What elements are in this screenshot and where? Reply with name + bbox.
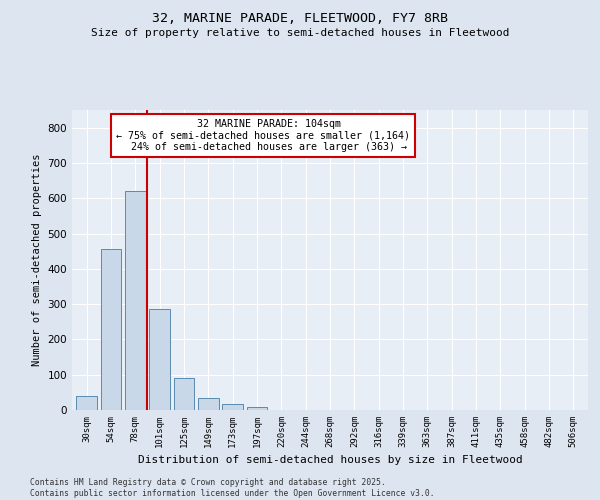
Bar: [76, 396, 97, 410]
Text: 32, MARINE PARADE, FLEETWOOD, FY7 8RB: 32, MARINE PARADE, FLEETWOOD, FY7 8RB: [152, 12, 448, 26]
Text: Contains HM Land Registry data © Crown copyright and database right 2025.
Contai: Contains HM Land Registry data © Crown c…: [30, 478, 434, 498]
X-axis label: Distribution of semi-detached houses by size in Fleetwood: Distribution of semi-detached houses by …: [137, 456, 523, 466]
Y-axis label: Number of semi-detached properties: Number of semi-detached properties: [32, 154, 42, 366]
Text: 32 MARINE PARADE: 104sqm
← 75% of semi-detached houses are smaller (1,164)
  24%: 32 MARINE PARADE: 104sqm ← 75% of semi-d…: [116, 119, 410, 152]
Bar: [222, 404, 243, 410]
Text: Size of property relative to semi-detached houses in Fleetwood: Size of property relative to semi-detach…: [91, 28, 509, 38]
Bar: [149, 310, 170, 410]
Bar: [125, 191, 146, 410]
Bar: [247, 407, 268, 410]
Bar: [173, 378, 194, 410]
Bar: [198, 398, 218, 410]
Bar: [101, 250, 121, 410]
